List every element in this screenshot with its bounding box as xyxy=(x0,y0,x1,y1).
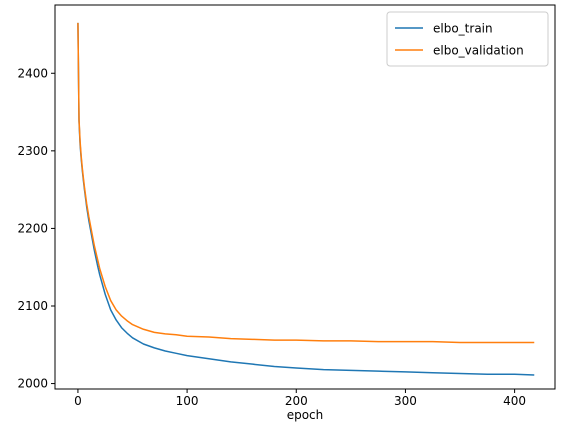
y-tick-label: 2100 xyxy=(17,299,48,313)
y-tick-label: 2000 xyxy=(17,377,48,391)
y-tick-label: 2300 xyxy=(17,144,48,158)
series-line-elbo_validation xyxy=(77,22,535,344)
legend-label: elbo_train xyxy=(433,22,493,36)
x-tick-label: 400 xyxy=(503,394,526,408)
x-tick-label: 0 xyxy=(74,394,82,408)
axes-frame xyxy=(54,4,556,390)
series-line-elbo_train xyxy=(77,22,535,376)
x-axis-label: epoch xyxy=(287,408,324,422)
legend: elbo_train elbo_validation xyxy=(386,11,549,67)
legend-label: elbo_validation xyxy=(433,44,524,58)
y-tick-label: 2400 xyxy=(17,66,48,80)
x-tick-label: 100 xyxy=(176,394,199,408)
x-tick-label: 300 xyxy=(394,394,417,408)
x-tick-label: 200 xyxy=(285,394,308,408)
plot-area xyxy=(77,22,535,376)
y-tick-label: 2200 xyxy=(17,221,48,235)
legend-box xyxy=(386,11,549,67)
axis-ticks: 0 100 200 300 400 2000 2100 2200 2300 2400 xyxy=(17,66,526,408)
